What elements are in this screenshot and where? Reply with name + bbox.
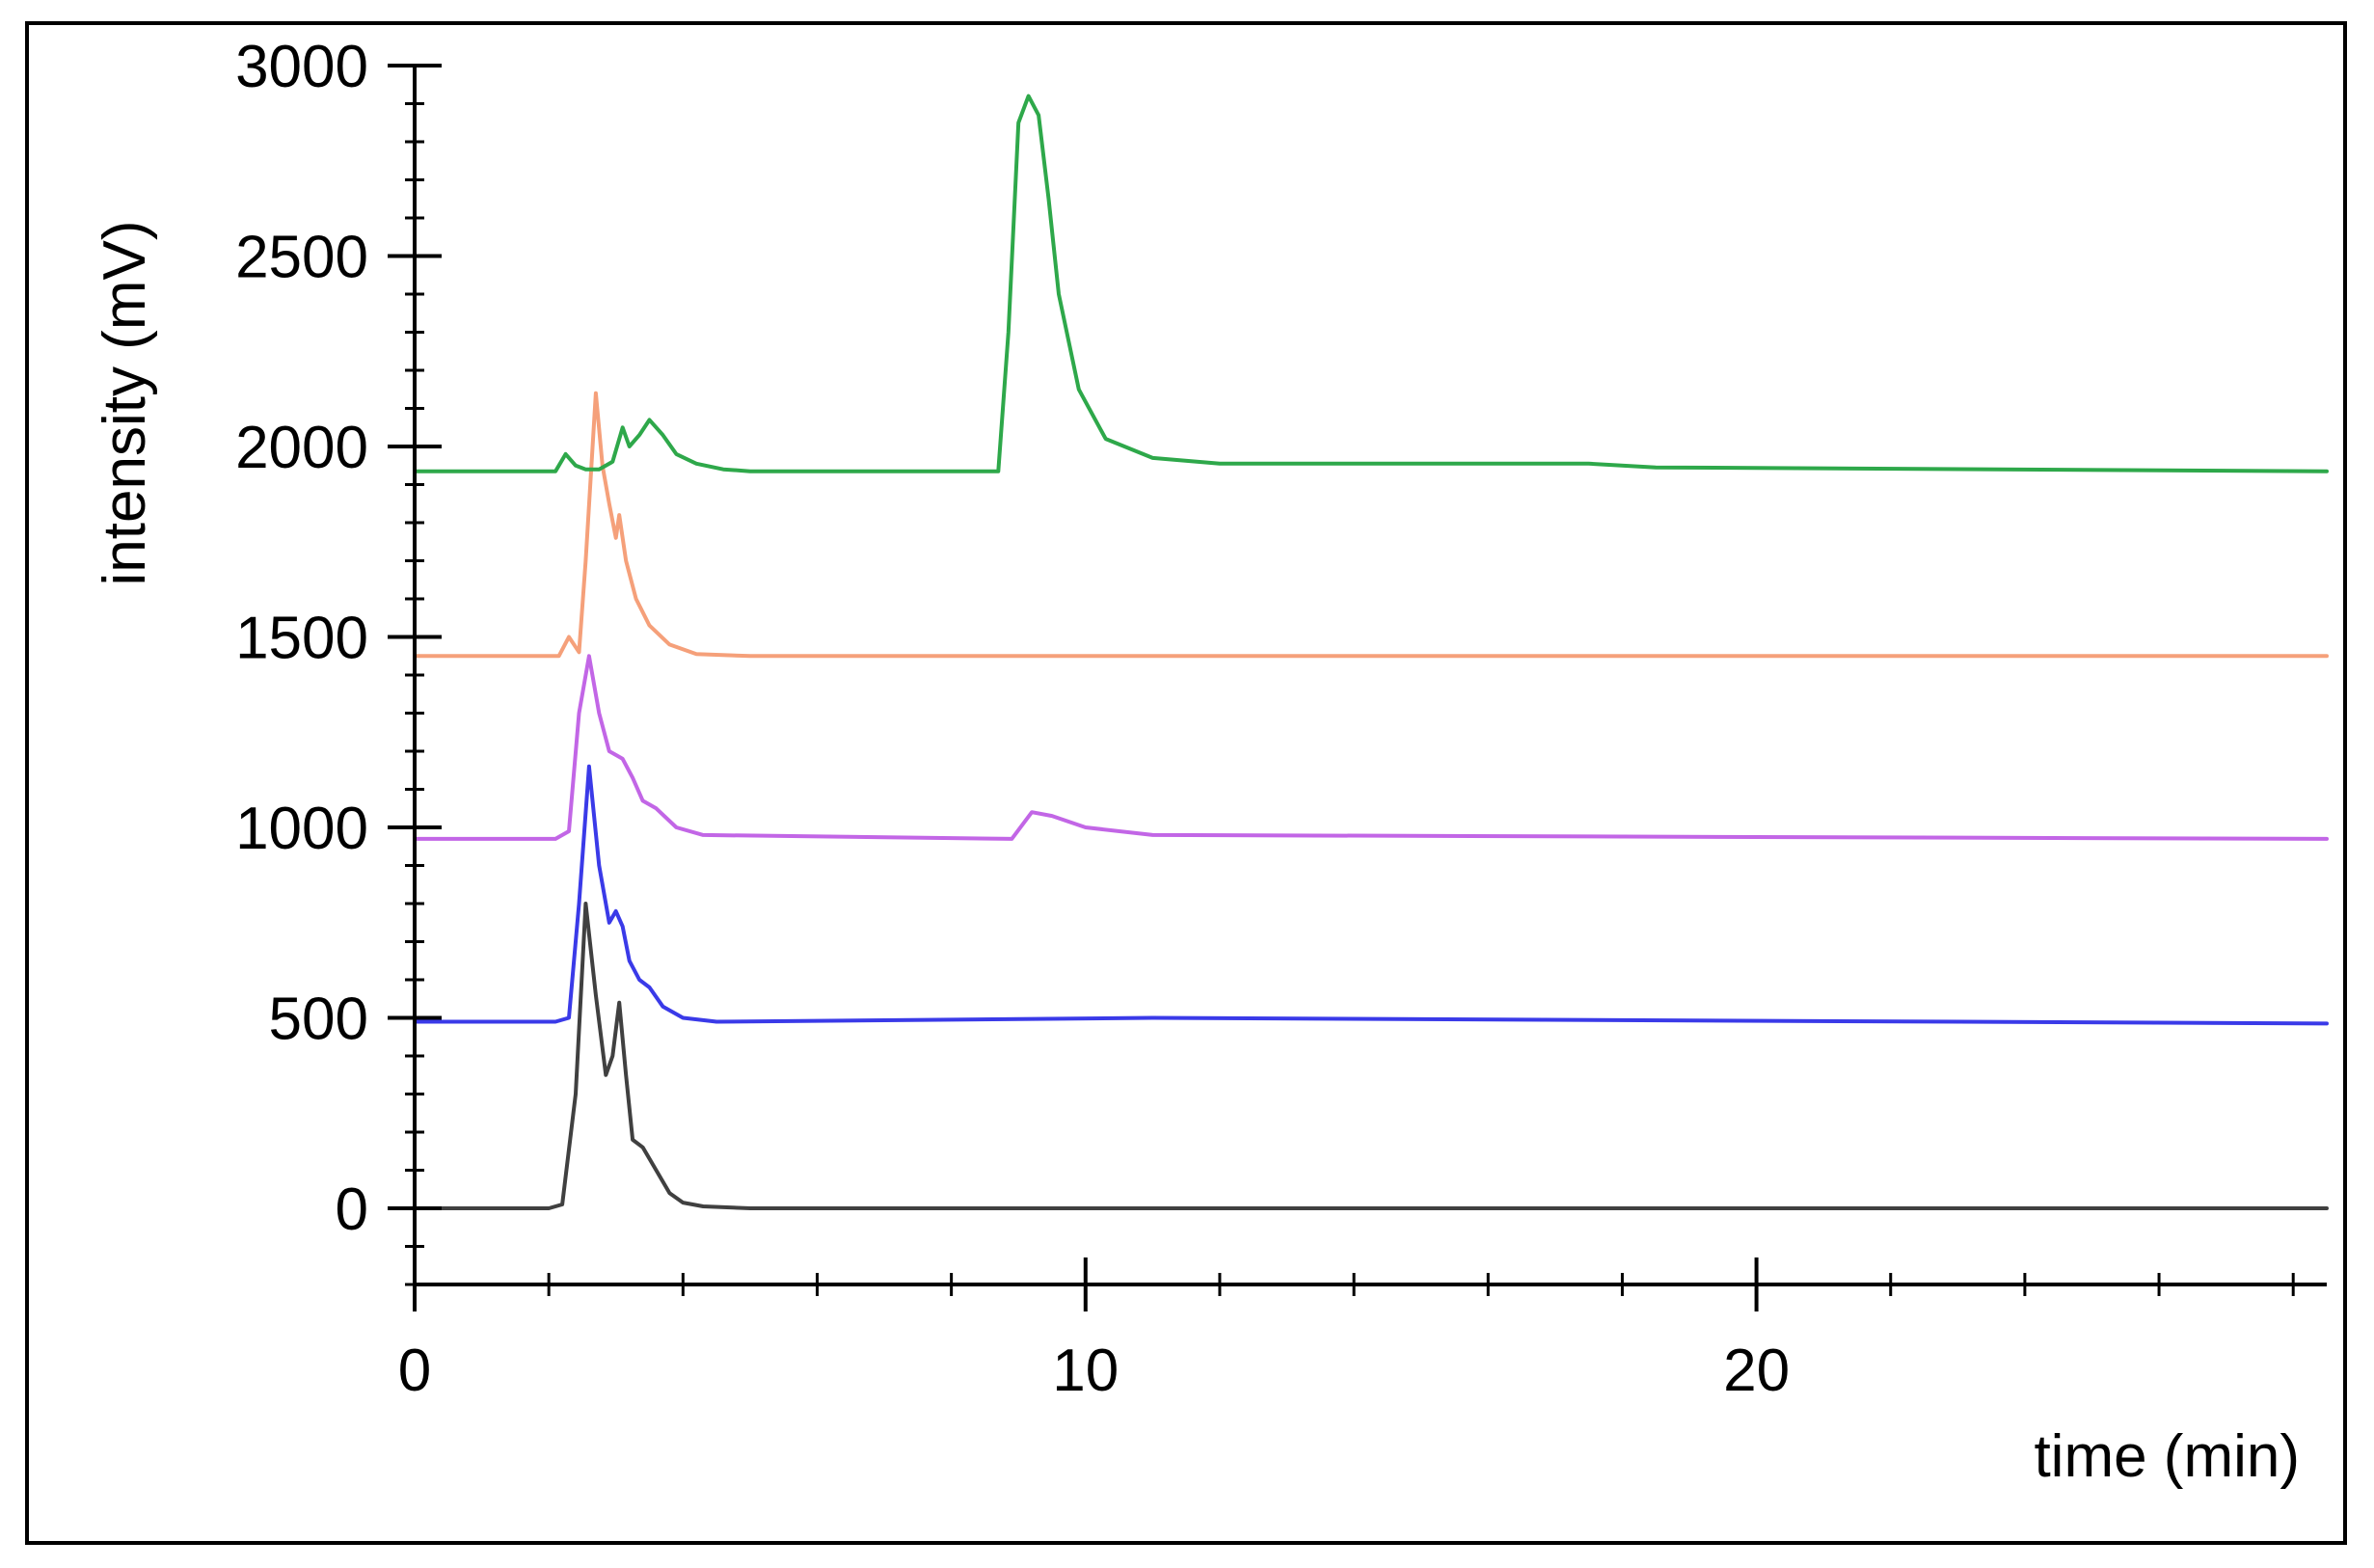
chromatogram-chart: 0 500 1000 1500 2000 2500 3000 0 10 20 time (min)… (92, 34, 2329, 1490)
y-tick-label: 1500 (235, 606, 368, 672)
y-tick-label: 2500 (235, 225, 368, 291)
series-line-2 (413, 764, 2329, 1026)
series-line-1 (413, 902, 2329, 1210)
y-tick-label: 500 (269, 987, 368, 1053)
y-tick-label: 3000 (235, 34, 368, 100)
x-tick-label: 10 (1052, 1338, 1119, 1404)
series-line-5 (413, 94, 2329, 473)
y-tick-label: 2000 (235, 415, 368, 481)
y-tick-label: 1000 (235, 796, 368, 862)
x-axis-label: time (min) (2034, 1423, 2300, 1490)
chart-frame: 0 500 1000 1500 2000 2500 3000 0 10 20 time (min)… (25, 21, 2347, 1545)
x-tick-label: 20 (1723, 1338, 1790, 1404)
series-line-4 (413, 391, 2329, 659)
series-layer (413, 94, 2329, 1210)
y-tick-label: 0 (336, 1176, 368, 1243)
x-tick-label: 0 (398, 1338, 431, 1404)
axes-layer: 0 500 1000 1500 2000 2500 3000 0 10 20 (235, 34, 2327, 1404)
series-line-3 (413, 654, 2329, 841)
y-axis-label: intensity (mV) (92, 221, 158, 586)
